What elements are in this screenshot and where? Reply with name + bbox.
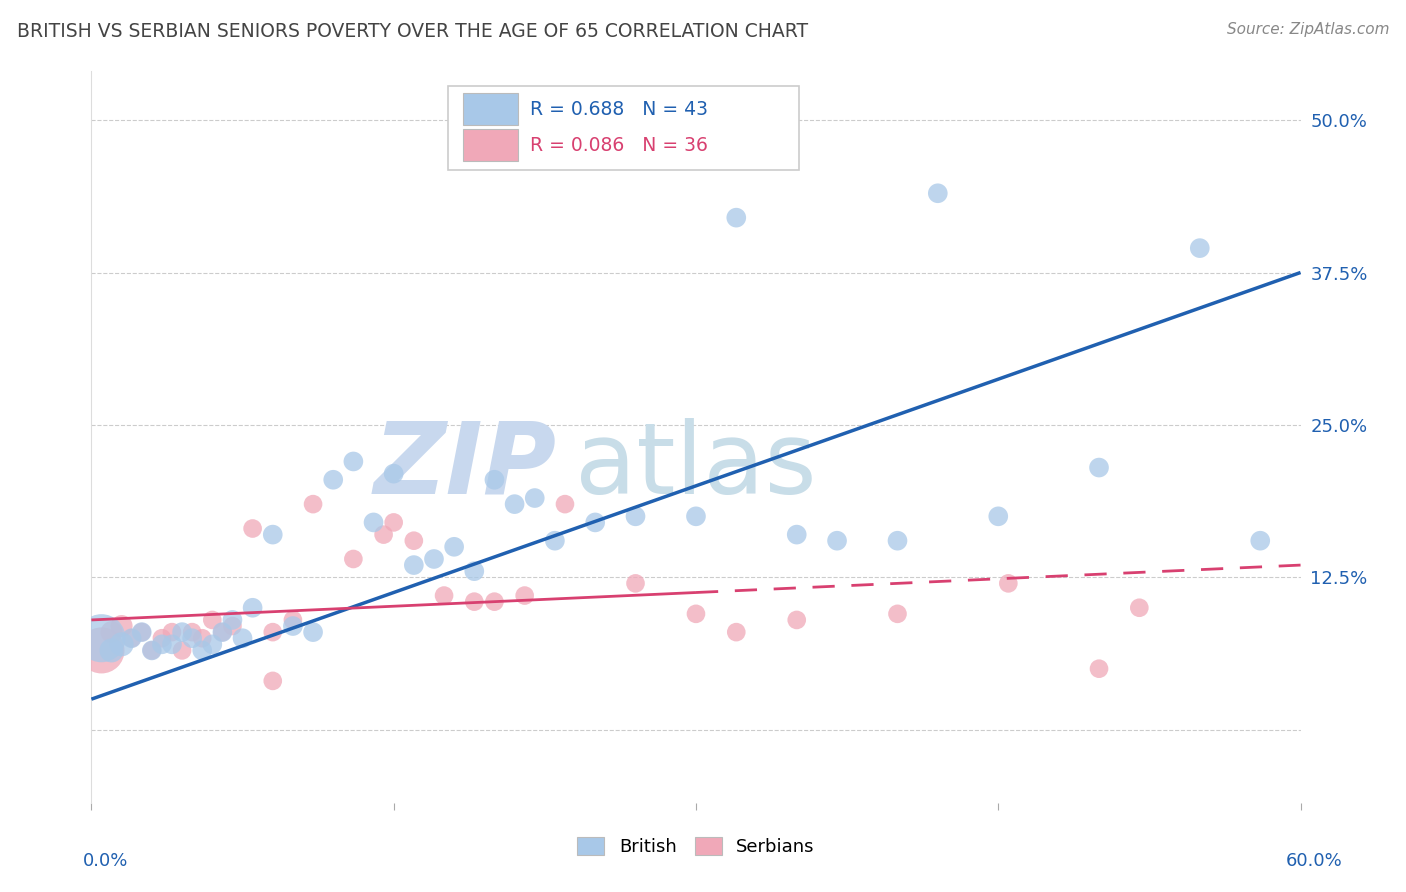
Point: [302, 625, 325, 640]
Point: [172, 643, 194, 657]
Point: [141, 643, 163, 657]
Point: [181, 632, 204, 646]
Point: [342, 454, 364, 468]
FancyBboxPatch shape: [449, 86, 799, 170]
Legend: British, Serbians: British, Serbians: [569, 830, 823, 863]
Point: [443, 540, 465, 554]
Point: [172, 625, 194, 640]
Point: [725, 211, 748, 225]
Point: [100, 643, 122, 657]
Point: [433, 589, 456, 603]
Point: [786, 527, 808, 541]
Point: [463, 594, 485, 608]
Point: [1088, 460, 1111, 475]
Point: [262, 625, 284, 640]
Point: [402, 558, 425, 573]
Point: [382, 467, 405, 481]
Point: [624, 509, 647, 524]
Point: [544, 533, 567, 548]
Point: [513, 589, 536, 603]
Point: [886, 533, 908, 548]
Point: [886, 607, 908, 621]
Point: [363, 516, 385, 530]
Point: [221, 613, 243, 627]
Text: atlas: atlas: [575, 417, 817, 515]
Point: [231, 632, 253, 646]
Point: [211, 625, 233, 640]
FancyBboxPatch shape: [463, 94, 519, 126]
Point: [191, 643, 214, 657]
Point: [160, 625, 183, 640]
Point: [150, 637, 173, 651]
Point: [90, 643, 112, 657]
Text: R = 0.688   N = 43: R = 0.688 N = 43: [530, 100, 709, 119]
Point: [322, 473, 344, 487]
Point: [160, 637, 183, 651]
Point: [402, 533, 425, 548]
Point: [262, 673, 284, 688]
Point: [111, 619, 132, 633]
Point: [211, 625, 233, 640]
FancyBboxPatch shape: [463, 129, 519, 161]
Point: [463, 564, 485, 578]
Point: [121, 632, 143, 646]
Point: [111, 637, 132, 651]
Text: R = 0.086   N = 36: R = 0.086 N = 36: [530, 136, 709, 154]
Point: [302, 497, 325, 511]
Point: [1188, 241, 1211, 255]
Point: [523, 491, 546, 505]
Point: [373, 527, 395, 541]
Point: [281, 613, 304, 627]
Point: [281, 619, 304, 633]
Point: [262, 527, 284, 541]
Point: [100, 625, 122, 640]
Point: [786, 613, 808, 627]
Text: BRITISH VS SERBIAN SENIORS POVERTY OVER THE AGE OF 65 CORRELATION CHART: BRITISH VS SERBIAN SENIORS POVERTY OVER …: [17, 22, 808, 41]
Point: [201, 637, 224, 651]
Point: [1249, 533, 1271, 548]
Point: [131, 625, 153, 640]
Point: [1088, 662, 1111, 676]
Text: 0.0%: 0.0%: [83, 852, 128, 870]
Point: [201, 613, 224, 627]
Point: [927, 186, 949, 201]
Point: [131, 625, 153, 640]
Point: [90, 632, 112, 646]
Point: [221, 619, 243, 633]
Point: [342, 552, 364, 566]
Point: [121, 632, 143, 646]
Point: [825, 533, 848, 548]
Point: [242, 521, 264, 535]
Point: [725, 625, 748, 640]
Point: [685, 509, 707, 524]
Point: [150, 632, 173, 646]
Point: [484, 594, 506, 608]
Point: [382, 516, 405, 530]
Point: [484, 473, 506, 487]
Point: [242, 600, 264, 615]
Text: Source: ZipAtlas.com: Source: ZipAtlas.com: [1226, 22, 1389, 37]
Point: [423, 552, 446, 566]
Point: [624, 576, 647, 591]
Point: [997, 576, 1019, 591]
Point: [554, 497, 576, 511]
Point: [583, 516, 606, 530]
Text: ZIP: ZIP: [374, 417, 557, 515]
Text: 60.0%: 60.0%: [1286, 852, 1343, 870]
Point: [1128, 600, 1150, 615]
Point: [685, 607, 707, 621]
Point: [141, 643, 163, 657]
Point: [503, 497, 526, 511]
Point: [987, 509, 1010, 524]
Point: [191, 632, 214, 646]
Point: [181, 625, 204, 640]
